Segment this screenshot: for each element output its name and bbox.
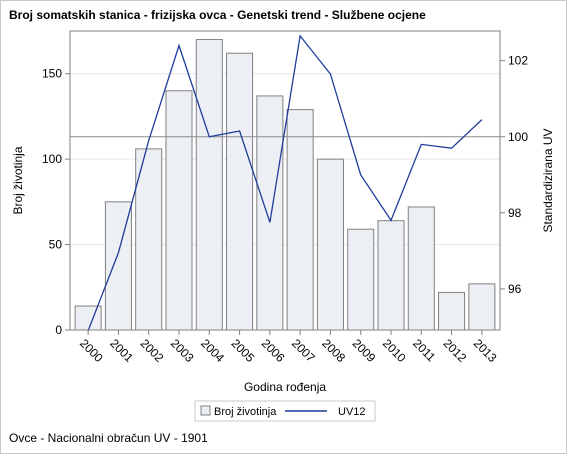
x-tick-label: 2010 xyxy=(380,336,409,365)
plot-area xyxy=(69,30,501,331)
x-tick-label: 2011 xyxy=(410,336,438,364)
bar xyxy=(407,206,435,331)
bar xyxy=(74,305,102,331)
bar xyxy=(377,220,405,331)
bar xyxy=(286,109,314,331)
series-line xyxy=(87,34,483,332)
y-tick-label: 100 xyxy=(42,152,62,166)
x-tick-label: 2009 xyxy=(350,336,379,365)
x-tick-label: 2012 xyxy=(440,336,469,365)
bar xyxy=(438,291,466,331)
legend: Broj životinja UV12 xyxy=(194,400,376,422)
bar xyxy=(468,283,496,331)
y2-tick-label: 96 xyxy=(508,282,522,296)
x-tick-label: 2007 xyxy=(289,336,318,365)
bar xyxy=(135,148,163,331)
bar xyxy=(256,95,284,331)
y2-axis-label: Standardizirana UV xyxy=(541,128,555,232)
y-tick-label: 50 xyxy=(49,238,63,252)
y-axis-label: Broj životinja xyxy=(11,146,25,214)
bar xyxy=(195,39,223,331)
legend-bar-label: Broj životinja xyxy=(214,406,277,418)
y2-tick-label: 102 xyxy=(508,54,528,68)
x-tick-label: 2003 xyxy=(168,336,197,365)
x-tick-label: 2002 xyxy=(138,336,167,365)
bar xyxy=(316,158,344,331)
bar xyxy=(165,90,193,331)
x-tick-label: 2006 xyxy=(259,336,288,365)
footnote: Ovce - Nacionalni obračun UV - 1901 xyxy=(9,431,208,445)
x-tick-label: 2000 xyxy=(77,336,106,365)
legend-line-label: UV12 xyxy=(338,406,366,418)
x-tick-label: 2008 xyxy=(319,336,348,365)
x-tick-label: 2004 xyxy=(198,336,227,365)
x-tick-label: 2005 xyxy=(228,336,257,365)
bar xyxy=(347,228,375,331)
y-tick-label: 0 xyxy=(55,323,62,337)
y2-tick-label: 100 xyxy=(508,130,528,144)
y-tick-label: 150 xyxy=(42,67,62,81)
x-tick-label: 2001 xyxy=(107,336,136,365)
x-axis-label: Godina rođenja xyxy=(244,380,326,394)
chart-title: Broj somatskih stanica - frizijska ovca … xyxy=(9,8,426,22)
x-tick-label: 2013 xyxy=(471,336,500,365)
y2-tick-label: 98 xyxy=(508,206,522,220)
legend-bar-swatch xyxy=(200,405,211,416)
bar xyxy=(226,52,254,331)
